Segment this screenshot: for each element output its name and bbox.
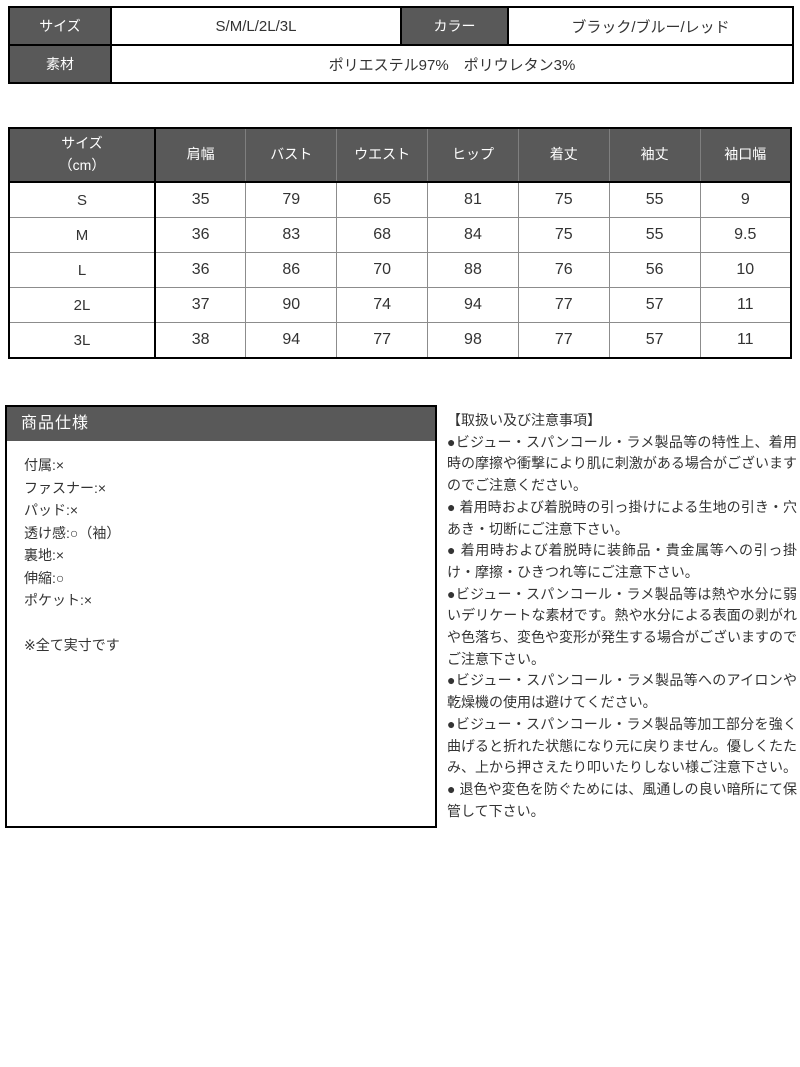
value-cell: 56 [608,252,701,288]
value-cell: 55 [608,181,701,218]
column-header-bust: バスト [245,127,338,183]
note-item: ●ビジュー・スパンコール・ラメ製品等は熱や水分に弱いデリケートな素材です。熱や水… [447,585,797,667]
note-item: ● 着用時および着脱時に装飾品・貴金属等への引っ掛け・摩擦・ひきつれ等にご注意下… [447,542,797,580]
list-item-pad: パッド:× [24,502,79,518]
color-label: カラー [400,6,509,46]
value-cell: 94 [427,287,519,323]
value-cell: 36 [154,217,247,253]
material-value: ポリエステル97% ポリウレタン3% [110,44,794,84]
value-cell: 11 [699,322,792,359]
value-cell: 90 [245,287,338,323]
column-header-length: 着丈 [517,127,610,183]
value-cell: 77 [336,322,429,359]
list-item-accessories: 付属:× [24,457,65,473]
size-cell: S [8,181,156,218]
note-item: ● 退色や変色を防ぐためには、風通しの良い暗所にて保管して下さい。 [447,780,797,819]
value-cell: 65 [336,181,429,218]
value-cell: 98 [427,322,519,359]
color-value: ブラック/ブルー/レッド [507,6,794,46]
size-chart-header-size-line1: サイズ [61,135,103,152]
column-header-waist: ウエスト [336,127,429,183]
note-item: ●ビジュー・スパンコール・ラメ製品等の特性上、着用時の摩擦や衝撃により肌に刺激が… [447,433,797,494]
value-cell: 86 [245,252,338,288]
value-cell: 36 [154,252,247,288]
value-cell: 83 [245,217,338,253]
value-cell: 88 [427,252,519,288]
value-cell: 77 [517,287,610,323]
column-header-sleeve-length: 袖丈 [608,127,701,183]
value-cell: 77 [517,322,610,359]
product-attributes-table: サイズ S/M/L/2L/3L カラー ブラック/ブルー/レッド 素材 ポリエス… [8,6,794,84]
list-item-sheerness: 透け感:○（袖） [24,524,121,541]
value-cell: 57 [608,287,701,323]
table-row-size-l: L 36 86 70 88 76 56 10 [8,252,792,288]
note-item: ●ビジュー・スパンコール・ラメ製品等加工部分を強く曲げると折れた状態になり元に戻… [447,715,797,776]
list-item-pocket: ポケット:× [24,592,93,608]
table-row-size-3l: 3L 38 94 77 98 77 57 11 [8,322,792,359]
value-cell: 75 [517,217,610,253]
column-header-cuff-width: 袖口幅 [699,127,792,183]
size-value: S/M/L/2L/3L [110,6,402,46]
size-chart-header-row: サイズ （cm） 肩幅 バスト ウエスト ヒップ 着丈 袖丈 袖口幅 [8,127,792,183]
note-item: ● 着用時および着脱時の引っ掛けによる生地の引き・穴あき・切断にご注意下さい。 [447,498,797,537]
value-cell: 76 [517,252,610,288]
handling-notes-title: 【取扱い及び注意事項】 [447,412,601,428]
value-cell: 68 [336,217,429,253]
product-spec-title: 商品仕様 [7,407,435,441]
value-cell: 35 [154,181,247,218]
value-cell: 74 [336,287,429,323]
size-chart-table: サイズ （cm） 肩幅 バスト ウエスト ヒップ 着丈 袖丈 袖口幅 S 35 … [8,127,792,359]
handling-notes: 【取扱い及び注意事項】 ●ビジュー・スパンコール・ラメ製品等の特性上、着用時の摩… [447,410,797,822]
column-header-hip: ヒップ [427,127,519,183]
list-item-lining: 裏地:× [24,547,65,563]
value-cell: 11 [699,287,792,323]
value-cell: 94 [245,322,338,359]
attributes-row-size-color: サイズ S/M/L/2L/3L カラー ブラック/ブルー/レッド [8,6,794,46]
value-cell: 75 [517,181,610,218]
table-row-size-m: M 36 83 68 84 75 55 9.5 [8,217,792,253]
product-spec-list: 付属:× ファスナー:× パッド:× 透け感:○（袖） 裏地:× 伸縮:○ ポケ… [7,441,435,656]
size-cell: 3L [8,322,156,359]
size-chart-header-size-cm: サイズ （cm） [8,127,156,183]
material-label: 素材 [8,44,112,84]
column-header-shoulder: 肩幅 [154,127,247,183]
table-row-size-s: S 35 79 65 81 75 55 9 [8,181,792,218]
value-cell: 10 [699,252,792,288]
value-cell: 57 [608,322,701,359]
attributes-row-material: 素材 ポリエステル97% ポリウレタン3% [8,44,794,84]
value-cell: 38 [154,322,247,359]
value-cell: 84 [427,217,519,253]
value-cell: 55 [608,217,701,253]
value-cell: 9.5 [699,217,792,253]
value-cell: 70 [336,252,429,288]
size-cell: M [8,217,156,253]
size-cell: L [8,252,156,288]
list-item-fastener: ファスナー:× [24,479,107,496]
product-spec-box: 商品仕様 付属:× ファスナー:× パッド:× 透け感:○（袖） 裏地:× 伸縮… [5,405,437,828]
size-label: サイズ [8,6,112,46]
note-item: ●ビジュー・スパンコール・ラメ製品等へのアイロンや乾燥機の使用は避けてください。 [447,672,797,711]
value-cell: 9 [699,181,792,218]
spec-footnote: ※全て実寸です [24,636,120,653]
value-cell: 37 [154,287,247,323]
list-item-stretch: 伸縮:○ [24,569,65,586]
size-cell: 2L [8,287,156,323]
value-cell: 81 [427,181,519,218]
table-row-size-2l: 2L 37 90 74 94 77 57 11 [8,287,792,323]
size-chart-header-size-line2: （cm） [58,157,106,173]
value-cell: 79 [245,181,338,218]
